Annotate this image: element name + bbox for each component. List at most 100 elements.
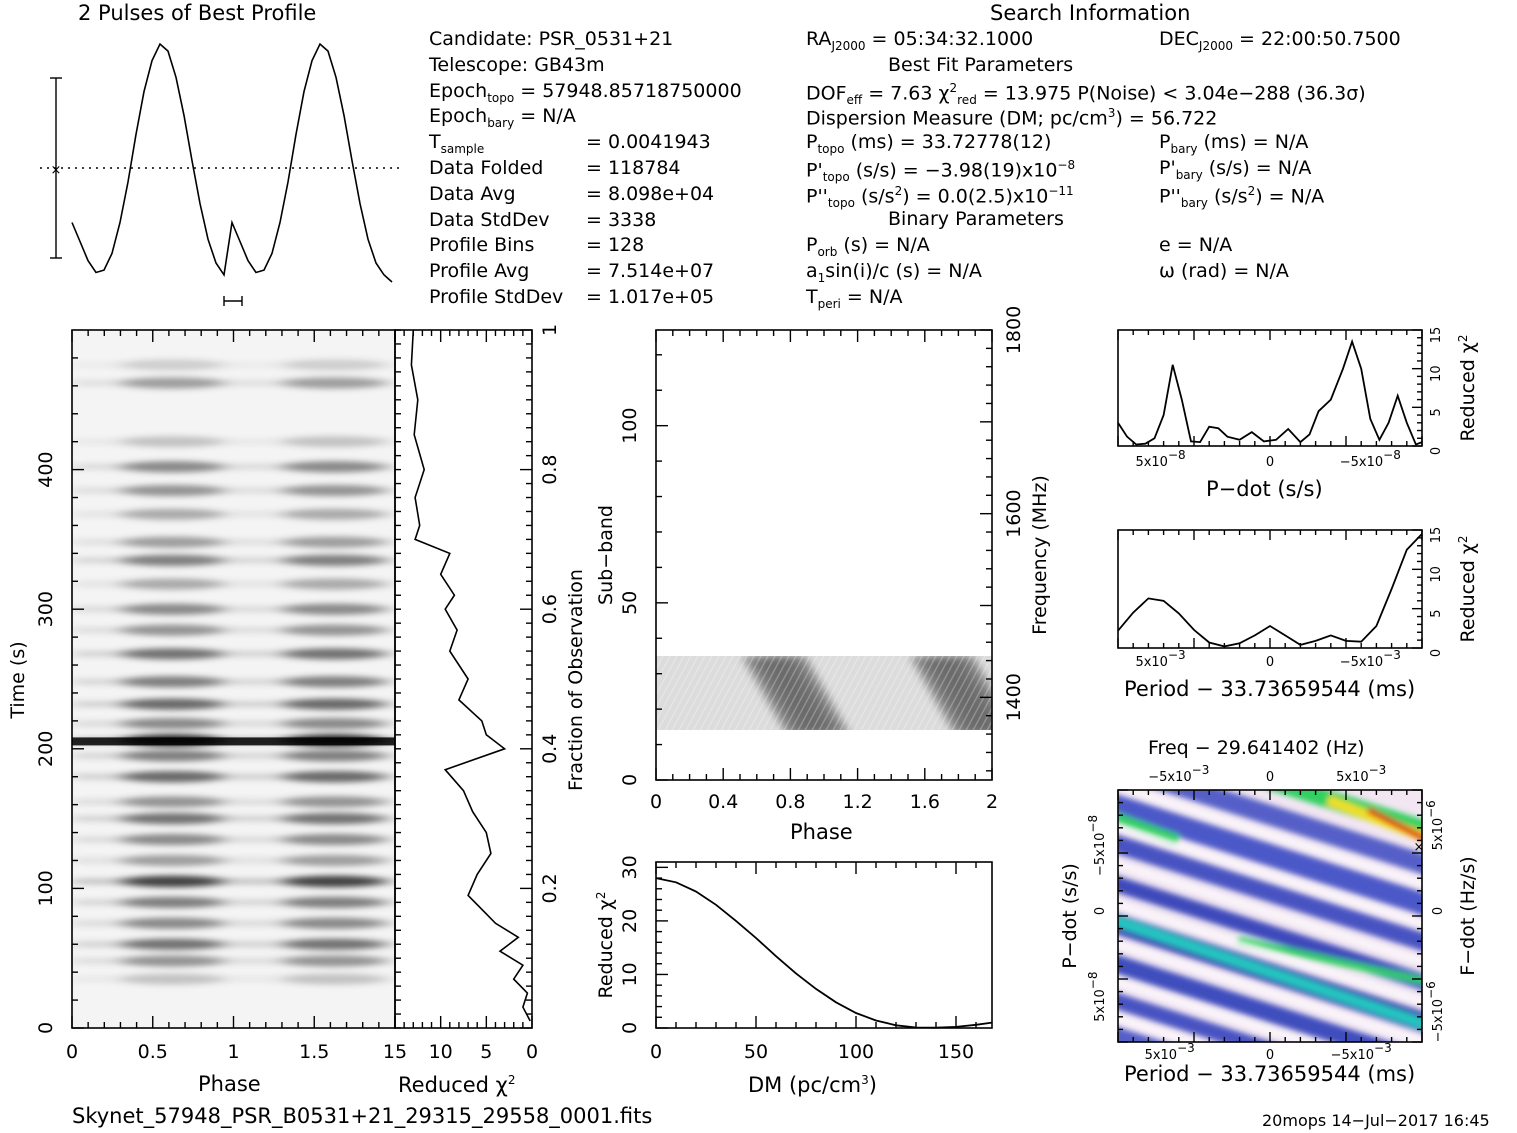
diagonal-stripe [783, 656, 825, 730]
diagonal-stripe [811, 656, 853, 730]
info-right-line: e = N/A [1159, 234, 1233, 257]
freq-tick-label: 1600 [1003, 489, 1025, 537]
diagonal-stripe [839, 656, 881, 730]
diagonal-stripe [846, 656, 888, 730]
dm-ytick-label: 20 [619, 909, 641, 933]
time-chi2-plot: 15 10 5 0 0.2 0.4 0.6 0.8 1 Fraction of Observati… [383, 324, 587, 1063]
time-phase-image [72, 330, 395, 1028]
info-left-label: Data Folded [429, 157, 544, 179]
row-band-bg [72, 836, 395, 843]
period-chi2-ytick-label: 5 [1429, 610, 1444, 618]
diagonal-stripe [678, 656, 720, 730]
period-axis-label: Period − 33.73659544 (ms) [1124, 677, 1416, 701]
map-band [1118, 834, 1422, 952]
diagonal-stripe [706, 656, 748, 730]
row-band-bg [72, 511, 395, 518]
pdot-chi2-ytick-label: 0 [1429, 447, 1444, 455]
band-pulse [923, 678, 992, 689]
row-band-bg [72, 438, 395, 445]
subband-xtick-label: 1.6 [910, 791, 940, 813]
info-right-line: P'bary (s/s) = N/A [1159, 157, 1312, 182]
diagonal-stripe [699, 656, 741, 730]
map-band-cyan [1118, 916, 1422, 1029]
pp-bottom-tick-label: 0 [1266, 1048, 1274, 1063]
diagonal-stripe [748, 656, 790, 730]
diagonal-stripe [685, 656, 727, 730]
diagonal-stripe [762, 656, 804, 730]
row-band-bg [72, 941, 395, 948]
diagonal-stripe [853, 656, 895, 730]
row-band-bg [72, 920, 395, 927]
subband-phase-plot: 0 0.4 0.8 1.2 1.6 2 0 50 100 Sub−band 1400 1600 1800… [595, 306, 1069, 813]
band-pulse [932, 694, 992, 705]
map-white-bands [1118, 790, 1422, 1042]
row-band-bg [72, 720, 395, 727]
info-left-value: = 3338 [586, 208, 657, 231]
diagonal-stripe [755, 656, 797, 730]
diagonal-stripe [923, 656, 965, 730]
diagonal-stripe [776, 656, 818, 730]
band-pulse [918, 670, 987, 681]
freq-axis-label: Frequency (MHz) [1029, 475, 1051, 635]
row-band-bg [72, 899, 395, 906]
time-phase-xtick-label: 1 [227, 1041, 239, 1063]
band-pulse [742, 656, 811, 666]
row-band-bg [72, 463, 395, 470]
diagonal-stripe [937, 656, 979, 730]
info-left-label: Profile Bins [429, 234, 535, 257]
diagonal-stripe [860, 656, 902, 730]
row-band-bg [72, 581, 395, 588]
plot-frame [655, 861, 993, 1029]
dm-xtick-label: 50 [744, 1041, 768, 1063]
pdot-chi2-xtick-label: −5x10−8 [1340, 448, 1401, 470]
info-left-label: Tsample [429, 131, 485, 156]
info-right-line: DECJ2000 = 22:00:50.7500 [1159, 28, 1401, 53]
row-band-bg [72, 361, 395, 368]
diagonal-stripe [979, 706, 992, 730]
band-pulse [759, 686, 828, 697]
row-band-bg [72, 627, 395, 634]
binary-title: Binary Parameters [888, 208, 1064, 230]
profile-line [71, 42, 393, 283]
row-band-bg [72, 752, 395, 759]
diagonal-stripe [790, 656, 832, 730]
freq-title: Freq − 29.641402 (Hz) [1148, 737, 1365, 759]
row-band-bg [72, 678, 395, 685]
frac-tick-label: 0.8 [539, 454, 561, 484]
best-fit-marker: × [1414, 840, 1425, 855]
pdot-chi2-ytick-label: 15 [1429, 327, 1444, 344]
time-ytick-label: 0 [35, 1022, 57, 1034]
diagonal-stripe [1029, 656, 1069, 730]
diagonal-stripe [656, 656, 671, 684]
pdot-axis-label: P−dot (s/s) [1206, 477, 1323, 501]
diagonal-stripe [951, 656, 992, 730]
pdot-chi2-line [1117, 338, 1423, 446]
band-pulse [750, 670, 819, 681]
dm-xtick-label: 0 [650, 1041, 662, 1063]
pp-top-tick-label: 0 [1266, 770, 1274, 785]
time-phase-plot: 0 0.5 1 1.5 0 100 200 300 400 Time (s) [7, 329, 396, 1063]
plot-frame [1117, 329, 1423, 447]
band-stripes [656, 656, 1069, 730]
frac-tick-label: 0.4 [539, 734, 561, 764]
row-band-bg [72, 878, 395, 885]
time-ytick-label: 200 [35, 731, 57, 767]
time-phase-xtick-label: 0 [66, 1041, 78, 1063]
freq-tick-label: 1800 [1003, 306, 1025, 354]
row-band-bg [72, 857, 395, 864]
footer-filename: Skynet_57948_PSR_B0531+21_29315_29558_00… [72, 1104, 653, 1128]
band-pulse [910, 656, 979, 666]
subband-ytick-label: 0 [619, 774, 641, 786]
phase2-axis-label: Phase [790, 820, 853, 844]
map-white-band [1119, 790, 1422, 887]
frac-axis-label: Fraction of Observation [565, 569, 587, 791]
band-pulse [764, 694, 833, 705]
pdot-chi2-ytick-label: 10 [1429, 365, 1444, 382]
dm-ytick-label: 10 [619, 962, 641, 986]
info-left-label: Data Avg [429, 182, 516, 205]
diagonal-stripe [656, 656, 657, 658]
row-band-bg [72, 976, 395, 983]
period-chi2-ytick-label: 10 [1429, 566, 1444, 583]
